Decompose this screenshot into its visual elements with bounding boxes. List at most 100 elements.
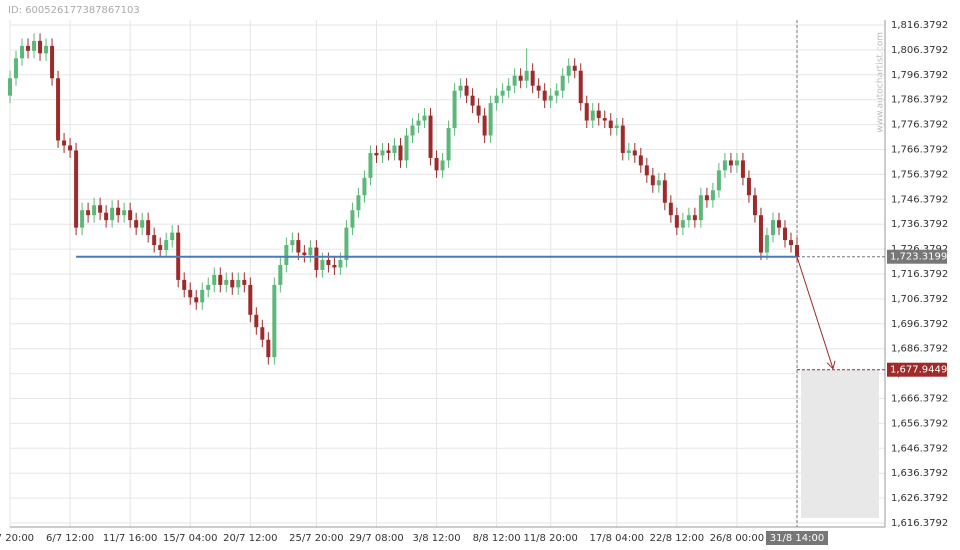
candle-body xyxy=(212,274,217,285)
candle-body xyxy=(452,90,457,129)
candle-body xyxy=(506,85,511,91)
candle-body xyxy=(782,227,787,241)
candle-body xyxy=(548,95,553,101)
candle-body xyxy=(500,90,505,96)
candle-body xyxy=(158,245,163,251)
candle-body xyxy=(290,240,295,246)
candle-body xyxy=(650,175,655,186)
candle-body xyxy=(698,195,703,221)
chart-id: ID: 600526177387867103 xyxy=(8,5,140,16)
y-tick-label: 1,726.3792 xyxy=(891,244,948,255)
support-price-label: 1,723.3199 xyxy=(890,252,947,263)
candle-body xyxy=(362,177,367,196)
candle-body xyxy=(296,240,301,253)
candle-body xyxy=(716,170,721,191)
candle-body xyxy=(398,145,403,161)
candle-body xyxy=(128,210,133,221)
candle-body xyxy=(734,160,739,166)
x-tick-label: 1/7 20:00 xyxy=(0,533,34,544)
x-tick-label: 3/8 12:00 xyxy=(412,533,460,544)
y-tick-label: 1,686.3792 xyxy=(891,344,948,355)
candle-body xyxy=(758,215,763,253)
candle-body xyxy=(146,220,151,236)
candle-body xyxy=(260,327,265,340)
candle-body xyxy=(356,195,361,211)
candle-body xyxy=(446,128,451,161)
candle-body xyxy=(752,195,757,216)
candle-body xyxy=(686,215,691,221)
candle-body xyxy=(512,75,517,86)
candle-body xyxy=(188,289,193,298)
candle-body xyxy=(518,75,523,81)
candle-body xyxy=(284,245,289,265)
candle-body xyxy=(644,165,649,176)
candle-body xyxy=(242,279,247,285)
candle-body xyxy=(722,160,727,171)
target-price-label: 1,677.9449 xyxy=(890,365,947,376)
y-tick-label: 1,816.3792 xyxy=(891,20,948,31)
candle-body xyxy=(74,150,79,228)
candle-body xyxy=(308,247,313,256)
candle-body xyxy=(776,220,781,228)
candle-body xyxy=(320,260,325,270)
x-tick-label: 31/8 14:00 xyxy=(770,533,824,544)
candle-body xyxy=(182,279,187,290)
candle-body xyxy=(710,190,715,201)
candle-body xyxy=(326,260,331,265)
candle-body xyxy=(38,40,43,54)
candle-body xyxy=(350,210,355,228)
candle-body xyxy=(422,115,427,121)
candle-body xyxy=(332,264,337,268)
candle-body xyxy=(86,210,91,216)
candle-body xyxy=(140,220,145,228)
candle-body xyxy=(230,279,235,288)
candle-body xyxy=(152,235,157,246)
candle-body xyxy=(704,195,709,201)
candle-body xyxy=(680,220,685,228)
candle-body xyxy=(554,90,559,96)
y-tick-label: 1,646.3792 xyxy=(891,443,948,454)
candle-body xyxy=(248,284,253,315)
candle-body xyxy=(20,45,25,59)
arrow-head xyxy=(826,360,836,370)
x-tick-label: 17/8 04:00 xyxy=(590,533,644,544)
candle-body xyxy=(626,150,631,153)
candle-body xyxy=(80,210,85,228)
candle-body xyxy=(608,120,613,129)
candle-body xyxy=(440,160,445,171)
candle-body xyxy=(494,95,499,104)
candle-body xyxy=(692,215,697,221)
y-tick-label: 1,746.3792 xyxy=(891,194,948,205)
candle-body xyxy=(50,45,55,79)
candle-body xyxy=(110,207,115,221)
x-tick-label: 22/8 12:00 xyxy=(650,533,704,544)
candle-body xyxy=(572,65,577,71)
x-tick-label: 20/7 12:00 xyxy=(223,533,277,544)
candle-body xyxy=(632,150,637,156)
y-tick-label: 1,806.3792 xyxy=(891,45,948,56)
candle-body xyxy=(620,125,625,153)
candle-body xyxy=(656,180,661,186)
x-tick-label: 11/8 20:00 xyxy=(523,533,577,544)
candle-body xyxy=(32,40,37,51)
candle-body xyxy=(272,284,277,358)
candle-body xyxy=(795,245,799,257)
candle-body xyxy=(674,215,679,228)
candle-body xyxy=(314,247,319,270)
candle-body xyxy=(470,95,475,106)
candle-body xyxy=(416,120,421,126)
candle-body xyxy=(92,205,97,216)
candle-body xyxy=(590,110,595,121)
candle-body xyxy=(56,78,61,141)
candle-body xyxy=(662,180,667,203)
candle-body xyxy=(44,45,49,54)
candle-body xyxy=(770,220,775,236)
y-tick-label: 1,786.3792 xyxy=(891,95,948,106)
y-tick-label: 1,626.3792 xyxy=(891,493,948,504)
candle-body xyxy=(428,115,433,158)
candle-body xyxy=(134,220,139,228)
candle-body xyxy=(668,202,673,216)
candle-body xyxy=(368,152,373,178)
y-tick-label: 1,776.3792 xyxy=(891,120,948,131)
